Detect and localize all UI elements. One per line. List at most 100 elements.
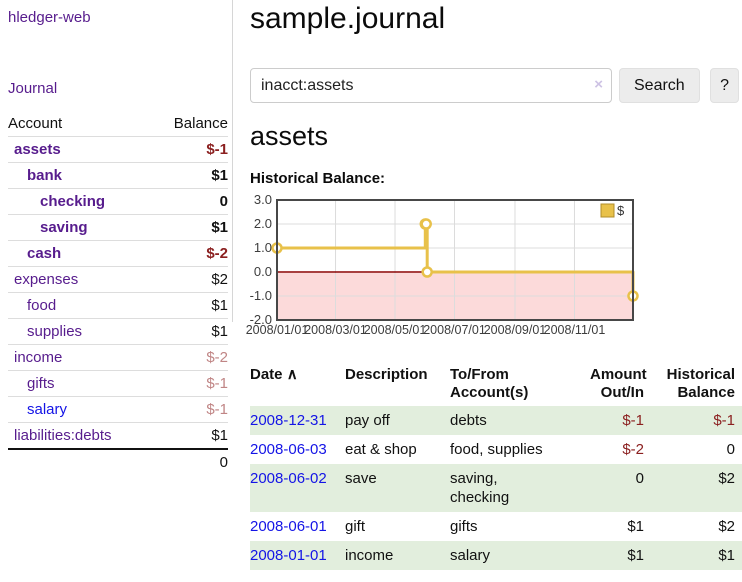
balance-column-header: Balance — [152, 111, 228, 137]
search-button[interactable]: Search — [619, 68, 700, 103]
transaction-amount: $-1 — [590, 406, 660, 435]
register-row: 2008-06-01giftgifts$1$2 — [250, 512, 742, 541]
svg-text:0.0: 0.0 — [254, 264, 272, 279]
svg-text:2008/01/01: 2008/01/01 — [246, 323, 309, 337]
transaction-date-link[interactable]: 2008-01-01 — [250, 547, 327, 564]
page-title: sample.journal — [250, 2, 445, 36]
register-header-row: Date ∧ Description To/From Account(s) Am… — [250, 362, 742, 406]
sidebar-divider — [232, 0, 233, 322]
transaction-description: income — [345, 541, 450, 570]
accounts-table: Account Balance assets $-1 bank $1 checking 0… — [8, 111, 228, 475]
date-column-header[interactable]: Date ∧ — [250, 362, 345, 406]
svg-text:2008/05/01: 2008/05/01 — [364, 323, 427, 337]
transaction-amount: 0 — [590, 464, 660, 512]
search-input-wrapper: × — [250, 68, 612, 103]
accounts-column-header: To/From Account(s) — [450, 362, 590, 406]
sidebar-account-link[interactable]: salary — [27, 401, 67, 418]
svg-text:1.0: 1.0 — [254, 240, 272, 255]
account-row: income $-2 — [8, 345, 228, 371]
account-row: expenses $2 — [8, 267, 228, 293]
transaction-amount: $1 — [590, 541, 660, 570]
account-balance: $2 — [152, 267, 228, 293]
account-balance: 0 — [152, 189, 228, 215]
svg-text:$: $ — [617, 203, 625, 218]
sidebar-account-link[interactable]: assets — [14, 141, 61, 158]
app-brand-link[interactable]: hledger-web — [8, 9, 228, 26]
svg-text:-1.0: -1.0 — [250, 288, 272, 303]
account-row: supplies $1 — [8, 319, 228, 345]
svg-text:2008/11/01: 2008/11/01 — [544, 323, 606, 337]
transaction-date-link[interactable]: 2008-06-01 — [250, 518, 327, 535]
transaction-running-balance: $2 — [660, 512, 742, 541]
search-input[interactable] — [250, 68, 612, 103]
svg-text:2008/03/01: 2008/03/01 — [304, 323, 367, 337]
accounts-total-row: 0 — [8, 449, 228, 475]
account-heading: assets — [250, 121, 328, 152]
description-column-header: Description — [345, 362, 450, 406]
account-row: gifts $-1 — [8, 371, 228, 397]
sidebar-account-link[interactable]: saving — [40, 219, 88, 236]
register-row: 2008-01-01incomesalary$1$1 — [250, 541, 742, 570]
transaction-description: save — [345, 464, 450, 512]
accounts-total-spacer — [8, 449, 152, 475]
sort-ascending-icon: ∧ — [287, 366, 298, 383]
transaction-accounts: gifts — [450, 512, 590, 541]
amount-column-header: Amount Out/In — [590, 362, 660, 406]
transaction-description: pay off — [345, 406, 450, 435]
account-row: food$1 — [8, 293, 228, 319]
search-form: × Search ? — [250, 68, 742, 103]
account-balance: $1 — [152, 215, 228, 241]
account-balance: $-1 — [152, 371, 228, 397]
transaction-date-link[interactable]: 2008-06-02 — [250, 470, 327, 487]
svg-text:2008/09/01: 2008/09/01 — [484, 323, 547, 337]
transaction-running-balance: 0 — [660, 435, 742, 464]
account-balance: $1 — [152, 163, 228, 189]
transaction-running-balance: $-1 — [660, 406, 742, 435]
account-row: liabilities:debts $1 — [8, 423, 228, 450]
register-row: 2008-12-31pay offdebts$-1$-1 — [250, 406, 742, 435]
transaction-accounts: salary — [450, 541, 590, 570]
accounts-table-header-row: Account Balance — [8, 111, 228, 137]
account-row: checking 0 — [8, 189, 228, 215]
transaction-running-balance: $1 — [660, 541, 742, 570]
sidebar-account-link[interactable]: bank — [27, 167, 62, 184]
accounts-total-value: 0 — [152, 449, 228, 475]
sidebar-account-link[interactable]: food — [27, 297, 56, 314]
sidebar: hledger-web Journal Account Balance asse… — [8, 0, 228, 475]
sidebar-account-link[interactable]: supplies — [27, 323, 82, 340]
account-balance: $-1 — [152, 137, 228, 163]
balance-column-header-register: Historical Balance — [660, 362, 742, 406]
clear-search-icon[interactable]: × — [594, 76, 603, 94]
transaction-date-link[interactable]: 2008-12-31 — [250, 412, 327, 429]
account-balance: $-2 — [152, 241, 228, 267]
transaction-amount: $1 — [590, 512, 660, 541]
account-balance: $1 — [152, 319, 228, 345]
register-row: 2008-06-03eat & shopfood, supplies$-20 — [250, 435, 742, 464]
sidebar-account-link[interactable]: liabilities:debts — [14, 427, 112, 444]
account-row: bank $1 — [8, 163, 228, 189]
account-balance: $-2 — [152, 345, 228, 371]
transaction-accounts: saving, checking — [450, 464, 590, 512]
main-content: sample.journal × Search ? assets Histori… — [250, 0, 742, 582]
sidebar-account-link[interactable]: cash — [27, 245, 61, 262]
register-row: 2008-06-02 savesaving, checking0$2 — [250, 464, 742, 512]
sidebar-item-journal[interactable]: Journal — [8, 80, 228, 97]
transaction-date-link[interactable]: 2008-06-03 — [250, 441, 327, 458]
account-balance: $1 — [152, 423, 228, 450]
transaction-amount: $-2 — [590, 435, 660, 464]
register-table: Date ∧ Description To/From Account(s) Am… — [250, 362, 742, 570]
svg-text:2.0: 2.0 — [254, 216, 272, 231]
sidebar-account-link[interactable]: expenses — [14, 271, 78, 288]
sidebar-account-link[interactable]: income — [14, 349, 62, 366]
account-row: salary$-1 — [8, 397, 228, 423]
sidebar-account-link[interactable]: gifts — [27, 375, 55, 392]
account-column-header: Account — [8, 111, 152, 137]
historical-balance-chart: $3.02.01.00.0-1.0-2.02008/01/012008/03/0… — [240, 193, 742, 343]
svg-text:2008/07/01: 2008/07/01 — [423, 323, 486, 337]
transaction-accounts: debts — [450, 406, 590, 435]
help-button[interactable]: ? — [710, 68, 739, 103]
sidebar-account-link[interactable]: checking — [40, 193, 105, 210]
account-row: assets $-1 — [8, 137, 228, 163]
account-row: saving $1 — [8, 215, 228, 241]
transaction-running-balance: $2 — [660, 464, 742, 512]
